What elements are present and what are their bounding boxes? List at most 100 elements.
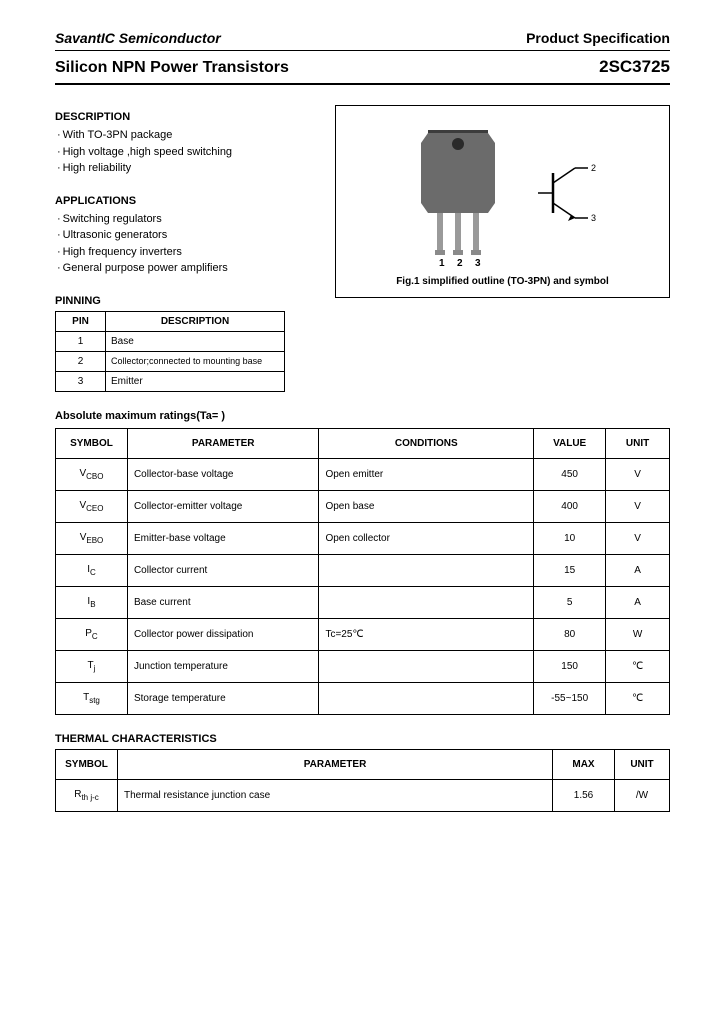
upper-layout: DESCRIPTION With TO-3PN package High vol… <box>55 93 670 392</box>
table-header-row: SYMBOL PARAMETER CONDITIONS VALUE UNIT <box>56 428 670 458</box>
param-cell: Emitter-base voltage <box>127 522 319 554</box>
table-row: TstgStorage temperature-55~150℃ <box>56 682 670 714</box>
col-unit: UNIT <box>615 749 670 779</box>
table-row: VCEOCollector-emitter voltageOpen base40… <box>56 490 670 522</box>
figure-box: 1 2 3 2 3 Fig.1 simplified outline (TO-3… <box>335 105 670 298</box>
symbol-cell: VEBO <box>56 522 128 554</box>
col-parameter: PARAMETER <box>118 749 553 779</box>
col-unit: UNIT <box>606 428 670 458</box>
cond-cell <box>319 682 534 714</box>
table-row: VCBOCollector-base voltageOpen emitter45… <box>56 458 670 490</box>
value-cell: 400 <box>534 490 606 522</box>
param-cell: Collector power dissipation <box>127 618 319 650</box>
table-row: VEBOEmitter-base voltageOpen collector10… <box>56 522 670 554</box>
value-cell: 15 <box>534 554 606 586</box>
applications-heading: APPLICATIONS <box>55 195 315 207</box>
unit-cell: W <box>606 618 670 650</box>
pinning-table: PIN DESCRIPTION 1 Base 2 Collector;conne… <box>55 311 285 392</box>
col-conditions: CONDITIONS <box>319 428 534 458</box>
col-parameter: PARAMETER <box>127 428 319 458</box>
desc-item: High voltage ,high speed switching <box>55 144 315 161</box>
unit-cell: A <box>606 586 670 618</box>
pin-desc: Emitter <box>106 371 285 391</box>
value-cell: 150 <box>534 650 606 682</box>
pin-num: 1 <box>56 331 106 351</box>
right-column: 1 2 3 2 3 Fig.1 simplified outline (TO-3… <box>335 93 670 298</box>
svg-text:3: 3 <box>475 258 481 268</box>
cond-cell: Open collector <box>319 522 534 554</box>
cond-cell <box>319 586 534 618</box>
pin-desc: Collector;connected to mounting base <box>106 351 285 371</box>
app-item: High frequency inverters <box>55 244 315 261</box>
company-name: SavantIC Semiconductor <box>55 30 221 46</box>
param-cell: Base current <box>127 586 319 618</box>
svg-text:2: 2 <box>457 258 463 268</box>
abs-ratings-table: SYMBOL PARAMETER CONDITIONS VALUE UNIT V… <box>55 428 670 715</box>
symbol-cell: IC <box>56 554 128 586</box>
rule-top <box>55 50 670 51</box>
app-item: Switching regulators <box>55 211 315 228</box>
col-symbol: SYMBOL <box>56 749 118 779</box>
thermal-table: SYMBOL PARAMETER MAX UNIT Rth j-cThermal… <box>55 749 670 812</box>
symbol-cell: Tj <box>56 650 128 682</box>
value-cell: -55~150 <box>534 682 606 714</box>
cond-cell: Tc=25℃ <box>319 618 534 650</box>
cond-cell <box>319 554 534 586</box>
description-heading: DESCRIPTION <box>55 111 315 123</box>
transistor-symbol-icon: 2 3 <box>533 143 603 243</box>
pin-desc: Base <box>106 331 285 351</box>
value-cell: 10 <box>534 522 606 554</box>
svg-text:3: 3 <box>591 213 596 223</box>
rule-bottom <box>55 83 670 85</box>
pin-num: 3 <box>56 371 106 391</box>
table-header-row: PIN DESCRIPTION <box>56 311 285 331</box>
desc-item: High reliability <box>55 160 315 177</box>
spec-label: Product Specification <box>526 30 670 46</box>
figure-inner: 1 2 3 2 3 <box>346 118 659 268</box>
desc-item: With TO-3PN package <box>55 127 315 144</box>
col-symbol: SYMBOL <box>56 428 128 458</box>
app-item: General purpose power amplifiers <box>55 260 315 277</box>
symbol-cell: VCEO <box>56 490 128 522</box>
symbol-cell: VCBO <box>56 458 128 490</box>
col-pin: PIN <box>56 311 106 331</box>
title-row: Silicon NPN Power Transistors 2SC3725 <box>55 57 670 77</box>
value-cell: 450 <box>534 458 606 490</box>
left-column: DESCRIPTION With TO-3PN package High vol… <box>55 93 315 392</box>
thermal-heading: THERMAL CHARACTERISTICS <box>55 733 670 745</box>
svg-text:1: 1 <box>439 258 445 268</box>
header-row: SavantIC Semiconductor Product Specifica… <box>55 30 670 46</box>
col-max: MAX <box>553 749 615 779</box>
col-value: VALUE <box>534 428 606 458</box>
param-cell: Storage temperature <box>127 682 319 714</box>
cond-cell: Open base <box>319 490 534 522</box>
value-cell: 80 <box>534 618 606 650</box>
param-cell: Thermal resistance junction case <box>118 779 553 811</box>
product-title: Silicon NPN Power Transistors <box>55 59 289 77</box>
col-desc: DESCRIPTION <box>106 311 285 331</box>
table-row: 2 Collector;connected to mounting base <box>56 351 285 371</box>
param-cell: Collector current <box>127 554 319 586</box>
table-row: IBBase current5A <box>56 586 670 618</box>
unit-cell: ℃ <box>606 650 670 682</box>
svg-text:2: 2 <box>591 163 596 173</box>
symbol-cell: PC <box>56 618 128 650</box>
cond-cell <box>319 650 534 682</box>
figure-caption: Fig.1 simplified outline (TO-3PN) and sy… <box>346 276 659 287</box>
cond-cell: Open emitter <box>319 458 534 490</box>
unit-cell: ℃ <box>606 682 670 714</box>
table-row: TjJunction temperature 150℃ <box>56 650 670 682</box>
unit-cell: /W <box>615 779 670 811</box>
max-cell: 1.56 <box>553 779 615 811</box>
param-cell: Junction temperature <box>127 650 319 682</box>
abs-ratings-heading: Absolute maximum ratings(Ta= ) <box>55 410 670 422</box>
pinning-heading: PINNING <box>55 295 315 307</box>
unit-cell: V <box>606 490 670 522</box>
pin-num: 2 <box>56 351 106 371</box>
unit-cell: A <box>606 554 670 586</box>
table-row: 1 Base <box>56 331 285 351</box>
table-row: ICCollector current 15A <box>56 554 670 586</box>
table-header-row: SYMBOL PARAMETER MAX UNIT <box>56 749 670 779</box>
unit-cell: V <box>606 522 670 554</box>
param-cell: Collector-base voltage <box>127 458 319 490</box>
